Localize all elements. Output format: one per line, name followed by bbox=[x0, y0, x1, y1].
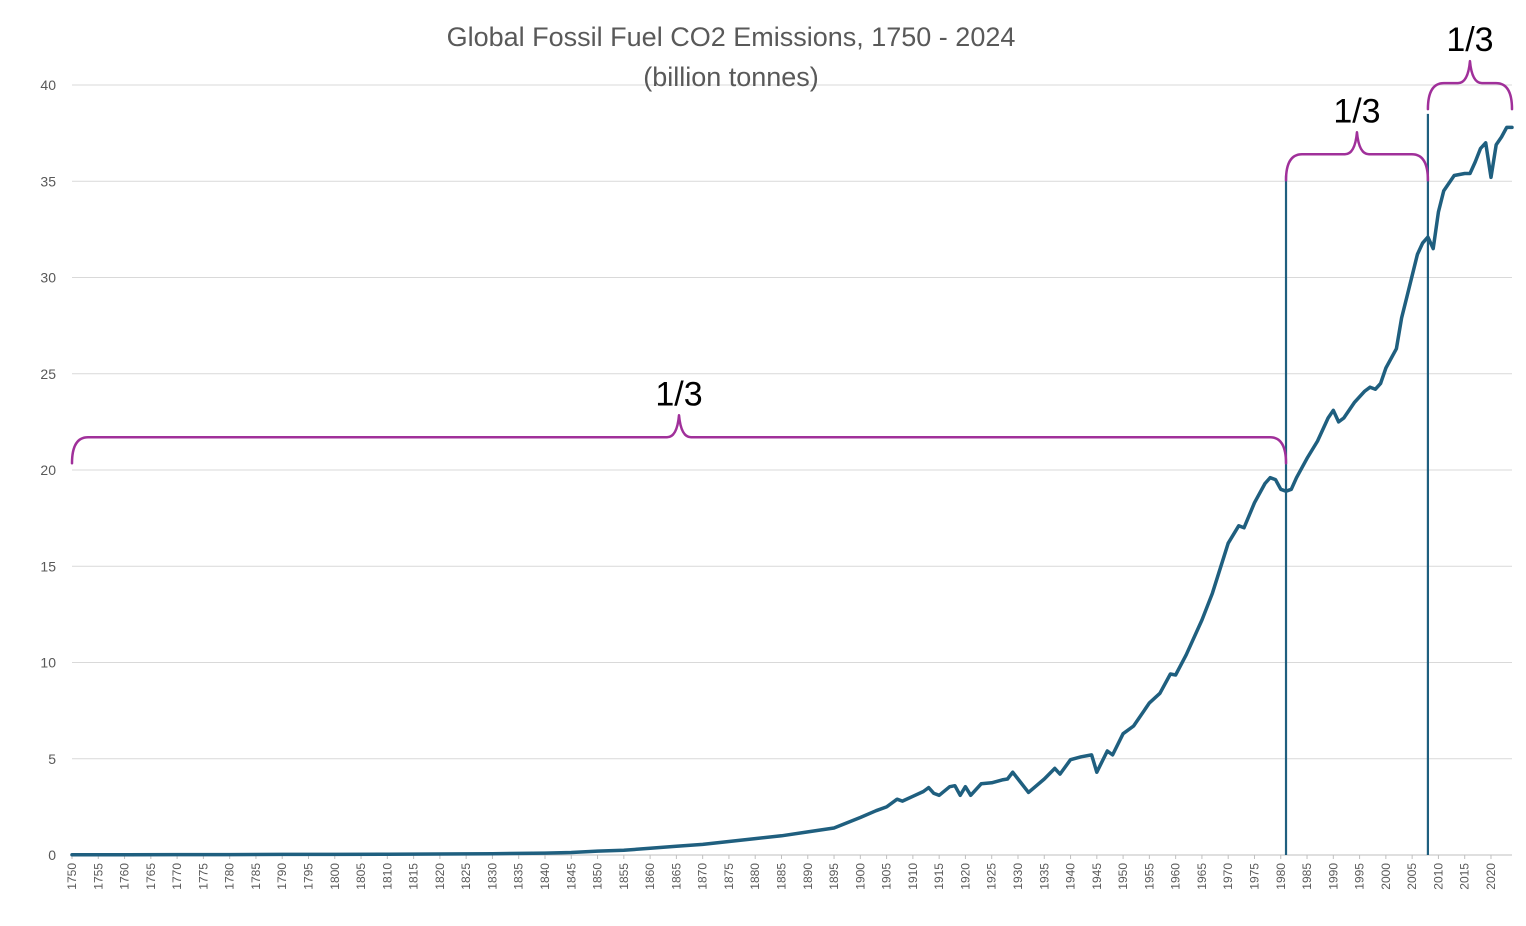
third-label-3: 1/3 bbox=[1446, 21, 1493, 59]
x-tick-label-1870: 1870 bbox=[696, 863, 710, 890]
x-tick-label-1810: 1810 bbox=[380, 863, 394, 890]
x-tick-label-1990: 1990 bbox=[1326, 863, 1340, 890]
x-tick-label-1815: 1815 bbox=[407, 863, 421, 890]
x-tick-label-1965: 1965 bbox=[1195, 863, 1209, 890]
x-tick-label-1825: 1825 bbox=[459, 863, 473, 890]
x-tick-label-2005: 2005 bbox=[1405, 863, 1419, 890]
x-tick-label-2015: 2015 bbox=[1458, 863, 1472, 890]
x-tick-label-1785: 1785 bbox=[249, 863, 263, 890]
x-tick-label-1915: 1915 bbox=[932, 863, 946, 890]
x-tick-label-1820: 1820 bbox=[433, 863, 447, 890]
third-label-2: 1/3 bbox=[1333, 92, 1380, 130]
x-axis-ticks: 1750 1755 1760 1765 1770 1775 1780 1785 1790 1795… bbox=[65, 855, 1498, 890]
x-tick-label-1885: 1885 bbox=[774, 863, 788, 890]
x-tick-label-1985: 1985 bbox=[1300, 863, 1314, 890]
y-tick-label-35: 35 bbox=[40, 173, 56, 189]
x-tick-label-1795: 1795 bbox=[301, 863, 315, 890]
x-tick-label-1970: 1970 bbox=[1221, 863, 1235, 890]
x-tick-label-1900: 1900 bbox=[853, 863, 867, 890]
x-tick-label-2010: 2010 bbox=[1431, 863, 1445, 890]
x-tick-label-1790: 1790 bbox=[275, 863, 289, 890]
x-tick-label-1775: 1775 bbox=[196, 863, 210, 890]
x-tick-label-1875: 1875 bbox=[722, 863, 736, 890]
x-tick-label-1995: 1995 bbox=[1353, 863, 1367, 890]
third-bracket-1 bbox=[70, 414, 1288, 465]
gridlines bbox=[72, 84, 1512, 856]
y-tick-label-20: 20 bbox=[40, 462, 56, 478]
x-tick-label-1880: 1880 bbox=[748, 863, 762, 890]
x-tick-label-1950: 1950 bbox=[1116, 863, 1130, 890]
x-tick-label-1840: 1840 bbox=[538, 863, 552, 890]
x-tick-label-1905: 1905 bbox=[880, 863, 894, 890]
x-tick-label-1865: 1865 bbox=[669, 863, 683, 890]
x-tick-label-1770: 1770 bbox=[170, 863, 184, 890]
x-tick-label-1925: 1925 bbox=[985, 863, 999, 890]
y-tick-label-10: 10 bbox=[40, 655, 56, 671]
series-line-0 bbox=[70, 125, 1514, 857]
y-tick-label-40: 40 bbox=[40, 77, 56, 93]
chart-title: Global Fossil Fuel CO2 Emissions, 1750 -… bbox=[447, 22, 1016, 52]
x-tick-label-1920: 1920 bbox=[958, 863, 972, 890]
third-bracket-2 bbox=[1284, 131, 1430, 182]
third-bracket-3 bbox=[1426, 59, 1514, 111]
y-axis-ticks: 0 5 10 15 20 25 30 35 40 bbox=[40, 77, 56, 863]
x-tick-label-1835: 1835 bbox=[512, 863, 526, 890]
x-tick-label-1800: 1800 bbox=[328, 863, 342, 890]
x-tick-label-1935: 1935 bbox=[1037, 863, 1051, 890]
x-tick-label-1805: 1805 bbox=[354, 863, 368, 890]
x-tick-label-1780: 1780 bbox=[223, 863, 237, 890]
y-tick-label-30: 30 bbox=[40, 270, 56, 286]
x-tick-label-1855: 1855 bbox=[617, 863, 631, 890]
x-tick-label-1980: 1980 bbox=[1274, 863, 1288, 890]
x-tick-label-2000: 2000 bbox=[1379, 863, 1393, 890]
x-tick-label-1750: 1750 bbox=[65, 863, 79, 890]
period-dividers bbox=[1284, 113, 1430, 855]
x-tick-label-2020: 2020 bbox=[1484, 863, 1498, 890]
series-layer bbox=[70, 125, 1514, 857]
x-tick-label-1860: 1860 bbox=[643, 863, 657, 890]
x-tick-label-1945: 1945 bbox=[1090, 863, 1104, 890]
x-tick-label-1940: 1940 bbox=[1064, 863, 1078, 890]
y-tick-label-0: 0 bbox=[48, 847, 56, 863]
y-tick-label-15: 15 bbox=[40, 558, 56, 574]
y-tick-label-5: 5 bbox=[48, 751, 56, 767]
x-tick-label-1755: 1755 bbox=[91, 863, 105, 890]
x-tick-label-1960: 1960 bbox=[1169, 863, 1183, 890]
x-tick-label-1975: 1975 bbox=[1247, 863, 1261, 890]
x-tick-label-1760: 1760 bbox=[118, 863, 132, 890]
x-tick-label-1895: 1895 bbox=[827, 863, 841, 890]
x-tick-label-1845: 1845 bbox=[564, 863, 578, 890]
third-label-1: 1/3 bbox=[655, 375, 702, 413]
chart-subtitle: (billion tonnes) bbox=[643, 62, 819, 92]
x-tick-label-1850: 1850 bbox=[591, 863, 605, 890]
x-tick-label-1955: 1955 bbox=[1142, 863, 1156, 890]
x-tick-label-1910: 1910 bbox=[906, 863, 920, 890]
x-tick-label-1830: 1830 bbox=[485, 863, 499, 890]
x-tick-label-1890: 1890 bbox=[801, 863, 815, 890]
x-tick-label-1930: 1930 bbox=[1011, 863, 1025, 890]
x-tick-label-1765: 1765 bbox=[144, 863, 158, 890]
y-tick-label-25: 25 bbox=[40, 366, 56, 382]
third-brackets: 1/3 1/3 1/3 bbox=[70, 21, 1514, 465]
